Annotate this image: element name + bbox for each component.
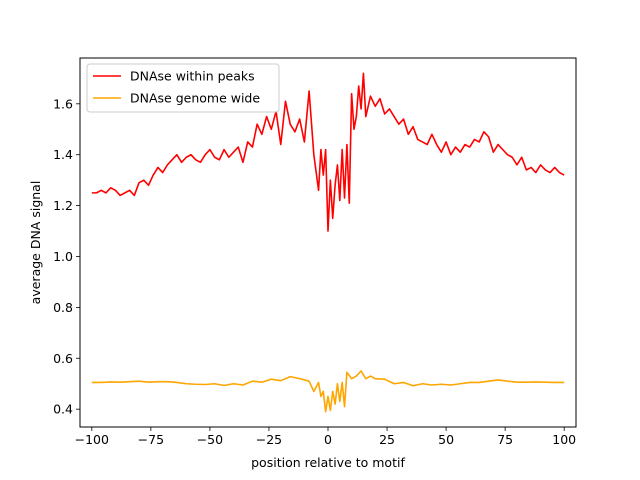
legend-label-peaks: DNAse within peaks [130, 69, 255, 84]
y-tick-label: 1.6 [53, 96, 73, 111]
legend-label-genome: DNAse genome wide [130, 91, 260, 106]
x-tick-label: −25 [256, 432, 282, 447]
y-tick-label: 0.4 [53, 402, 73, 417]
y-tick-label: 1.4 [53, 147, 73, 162]
x-axis-ticks: −100 −75 −50 −25 0 25 50 75 100 [75, 427, 576, 447]
y-tick-label: 0.6 [53, 351, 73, 366]
legend-box [86, 63, 280, 113]
x-axis-label: position relative to motif [251, 455, 405, 470]
x-tick-label: −100 [75, 432, 109, 447]
legend: DNAse within peaks DNAse genome wide [86, 63, 280, 113]
y-tick-label: 1.2 [53, 198, 73, 213]
y-axis-label: average DNA signal [28, 181, 43, 305]
x-tick-label: 75 [497, 432, 513, 447]
x-tick-label: −50 [197, 432, 223, 447]
x-tick-label: 0 [324, 432, 332, 447]
series-lines [91, 72, 565, 413]
y-axis-ticks: 0.4 0.6 0.8 1.0 1.2 1.4 1.6 [53, 96, 80, 417]
x-tick-label: −75 [138, 432, 164, 447]
y-tick-label: 1.0 [53, 249, 73, 264]
series-line-dnase-within-peaks [91, 72, 565, 232]
x-tick-label: 50 [438, 432, 454, 447]
x-tick-label: 25 [379, 432, 395, 447]
x-tick-label: 100 [552, 432, 576, 447]
y-tick-label: 0.8 [53, 300, 73, 315]
series-line-dnase-genome-wide [91, 370, 565, 413]
